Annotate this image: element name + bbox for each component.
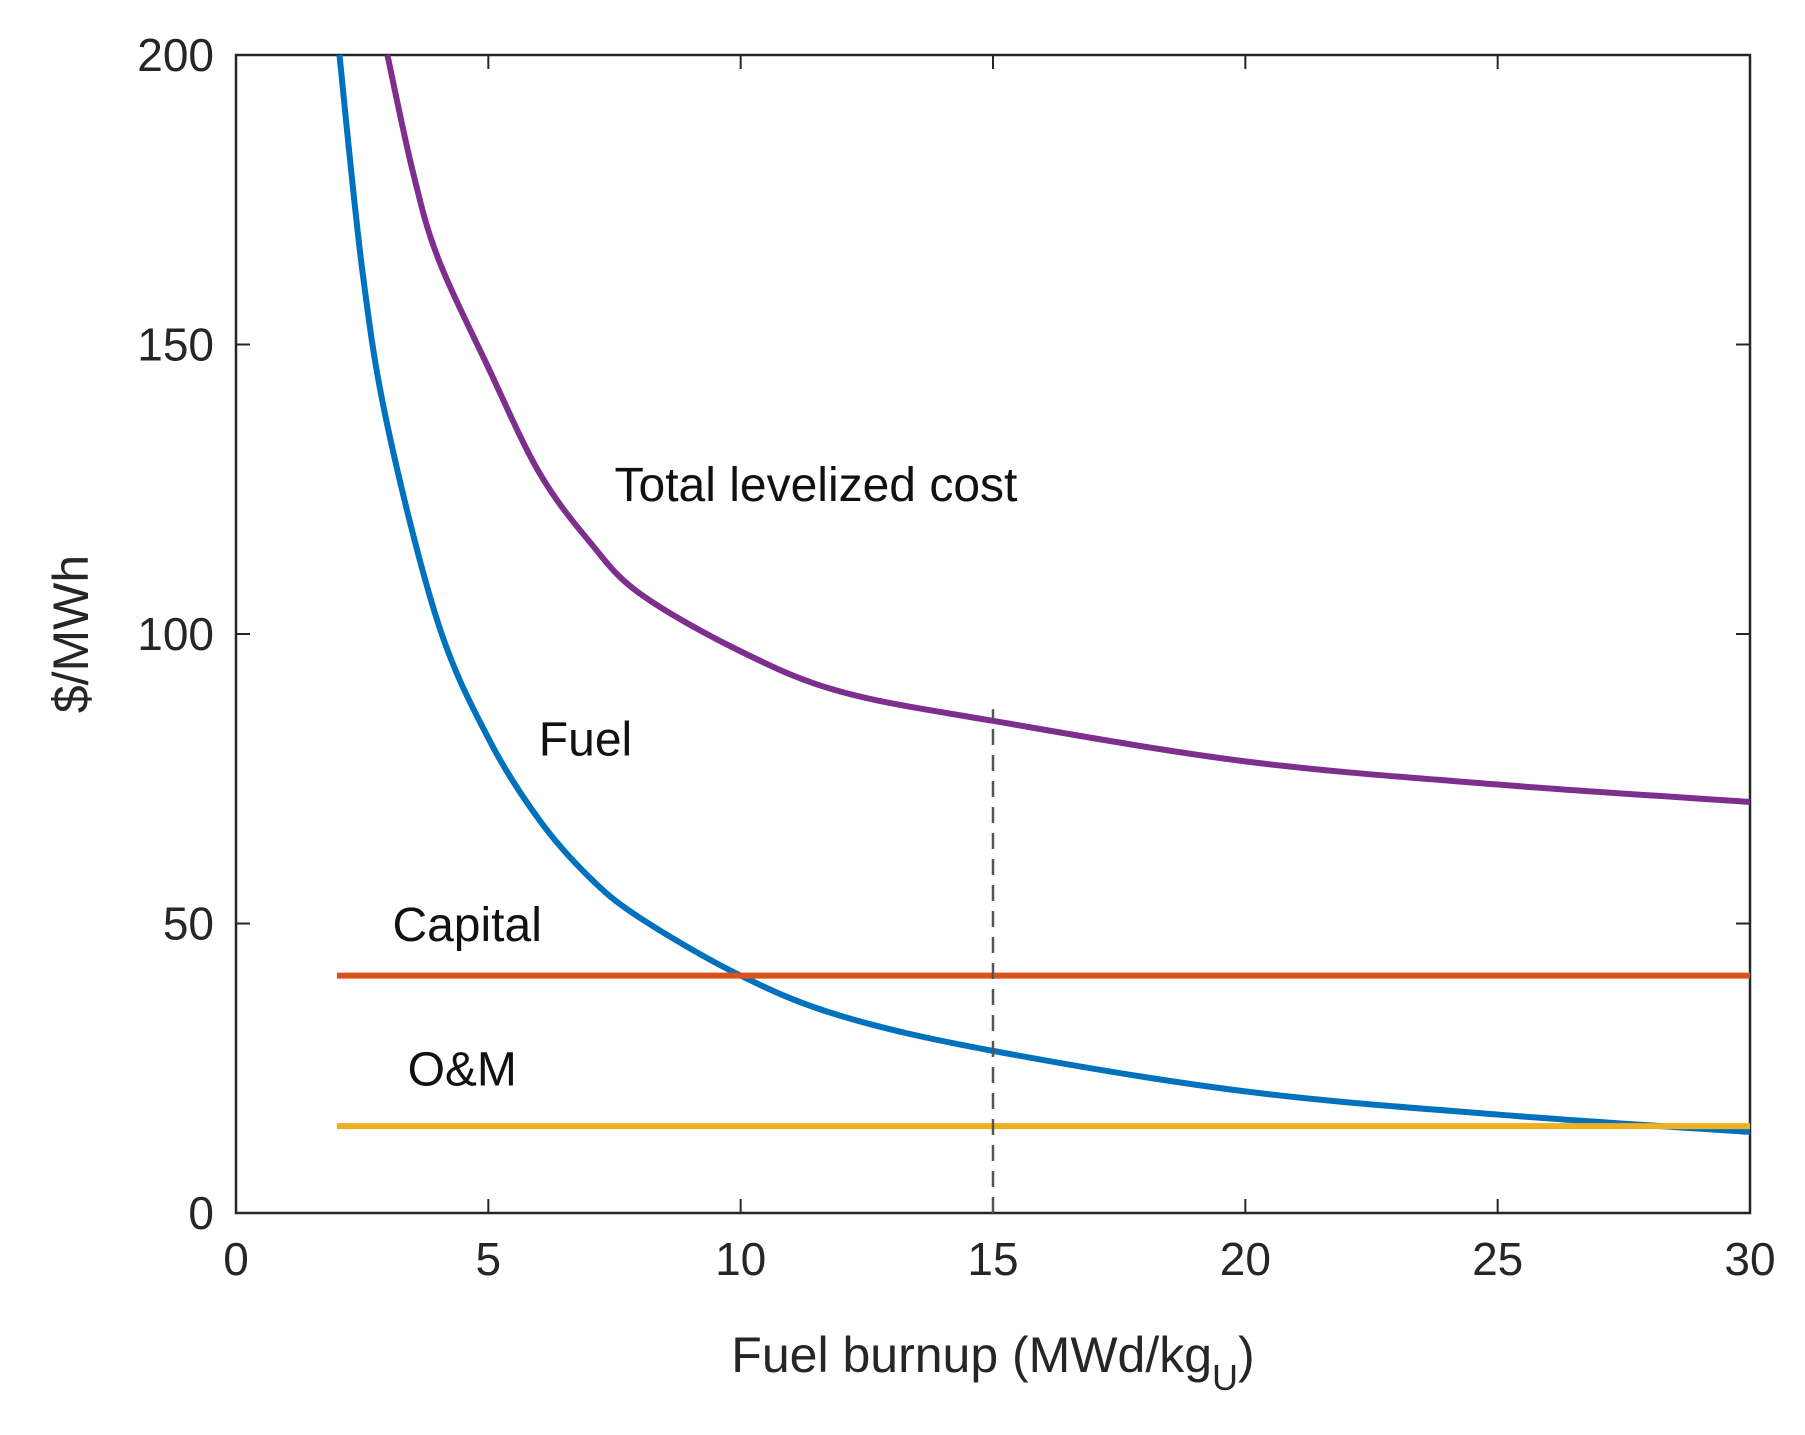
y-tick-label: 150 [137,319,214,371]
series-line-fuel [336,54,1751,1135]
y-tick-label: 0 [188,1187,214,1239]
annotation-capital: Capital [392,899,541,952]
x-tick-label: 25 [1472,1233,1523,1285]
axis-tick-labels: 0 5 10 15 20 25 30 0 50 100 150 200 [137,29,1775,1285]
annotation-total-levelized-cost: Total levelized cost [615,459,1018,512]
x-tick-label: 10 [715,1233,766,1285]
annotation-layer: Total levelized cost Fuel Capital O&M [392,459,1017,1097]
y-axis-title: $/MWh [43,555,99,713]
series-line-total-levelized-cost [384,54,1751,805]
x-tick-label: 5 [476,1233,502,1285]
annotation-o-and-m: O&M [408,1044,517,1097]
axis-ticks [235,54,1751,1214]
x-axis-title: Fuel burnup (MWd/kgU) [731,1327,1254,1398]
y-tick-label: 100 [137,608,214,660]
x-tick-label: 30 [1724,1233,1775,1285]
y-tick-label: 200 [137,29,214,81]
x-tick-label: 0 [223,1233,249,1285]
plot-frame [234,53,1752,1215]
x-tick-label: 15 [967,1233,1018,1285]
annotation-fuel: Fuel [539,714,632,767]
series-layer [336,54,1751,1135]
x-tick-label: 20 [1220,1233,1271,1285]
y-tick-label: 50 [163,898,214,950]
